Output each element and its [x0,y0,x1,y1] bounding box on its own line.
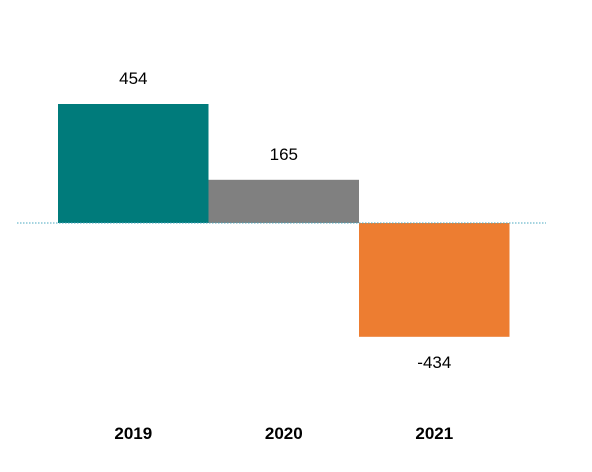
category-label-2019: 2019 [114,424,152,443]
category-labels-group: 2019 2020 2021 [114,424,453,443]
bar-2021 [359,223,510,337]
value-label-2020: 165 [270,145,298,164]
value-label-2019: 454 [119,69,147,88]
bars-group [58,104,510,337]
category-label-2020: 2020 [265,424,303,443]
value-labels-group: 454 165 -434 [119,69,451,372]
category-label-2021: 2021 [415,424,453,443]
value-label-2021: -434 [417,353,451,372]
bar-2019 [58,104,209,223]
bar-2020 [208,179,359,223]
